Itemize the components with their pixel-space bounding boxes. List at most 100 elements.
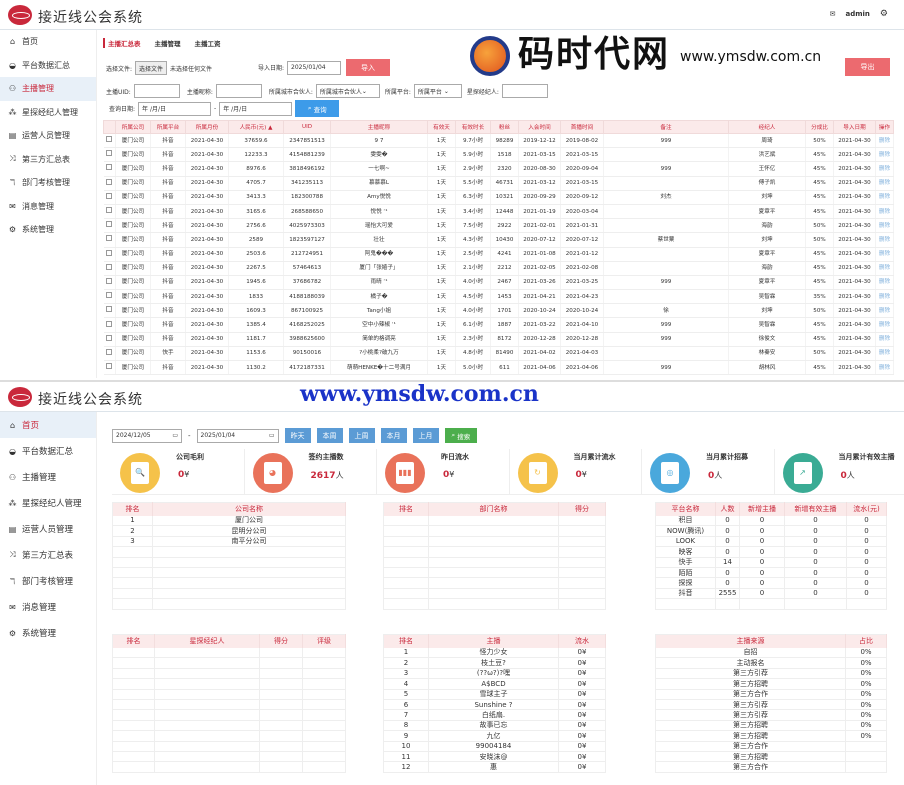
import-button[interactable]: 导入 — [346, 59, 391, 76]
row-checkbox[interactable] — [106, 363, 113, 370]
this-month-button[interactable]: 本月 — [380, 428, 407, 443]
sidebar-item[interactable]: ℸ 部门考核管理 — [0, 568, 96, 594]
sidebar-item[interactable]: ⌂ 首页 — [0, 30, 96, 54]
row-checkbox[interactable] — [106, 164, 113, 171]
row-checkbox[interactable] — [106, 292, 113, 299]
row-checkbox[interactable] — [106, 178, 113, 185]
row-checkbox[interactable] — [106, 277, 113, 284]
sidebar-item-label: 主播管理 — [22, 473, 57, 483]
uid-input[interactable] — [133, 84, 180, 98]
table-cell: 0¥ — [558, 699, 606, 711]
last-month-button[interactable]: 上月 — [412, 428, 439, 443]
search-button[interactable]: ⌕ 查询 — [295, 100, 340, 117]
sidebar-item[interactable]: ✉ 消息管理 — [0, 195, 96, 219]
delete-link[interactable]: 删除 — [875, 360, 894, 376]
delete-link[interactable]: 删除 — [875, 176, 894, 191]
query-date-to[interactable]: 年 /月/日 — [219, 101, 293, 116]
sidebar-item[interactable]: ⚙ 系统管理 — [0, 218, 96, 242]
nick-input[interactable] — [215, 84, 262, 98]
table-row — [383, 567, 606, 579]
row-checkbox[interactable] — [106, 249, 113, 256]
tab-anchor-summary[interactable]: 主播汇总表 — [103, 38, 141, 48]
delete-link[interactable]: 删除 — [875, 190, 894, 205]
choose-file-button[interactable]: 选择文件 — [135, 61, 168, 75]
row-checkbox[interactable] — [106, 207, 113, 214]
sidebar-item[interactable]: ⤨ 第三方汇总表 — [0, 148, 96, 172]
delete-link[interactable]: 删除 — [875, 346, 894, 362]
delete-link[interactable]: 删除 — [875, 317, 894, 333]
delete-link[interactable]: 删除 — [875, 161, 894, 177]
agent-input[interactable] — [501, 84, 548, 98]
row-checkbox[interactable] — [106, 235, 113, 242]
date-from-input[interactable]: 2024/12/05 ▭ — [112, 428, 182, 443]
delete-link[interactable]: 删除 — [875, 303, 894, 319]
table-cell: 1130.2 — [228, 360, 284, 376]
table-cell — [112, 678, 155, 690]
mail-icon[interactable]: ✉ — [829, 10, 836, 18]
sidebar-item[interactable]: ℸ 部门考核管理 — [0, 171, 96, 195]
row-checkbox[interactable] — [106, 306, 113, 313]
date-to-input[interactable]: 2025/01/04 ▭ — [196, 428, 279, 443]
table-cell — [259, 647, 303, 659]
table-cell — [428, 536, 559, 548]
table-cell: 雨晴 ʾ¹ — [330, 275, 428, 291]
row-checkbox[interactable] — [106, 192, 113, 199]
delete-link[interactable]: 删除 — [875, 332, 894, 347]
delete-link[interactable]: 删除 — [875, 133, 894, 149]
table-cell — [154, 668, 260, 680]
table-cell: 1天 — [427, 247, 456, 262]
row-checkbox[interactable] — [106, 348, 113, 355]
delete-link[interactable]: 删除 — [875, 289, 894, 305]
import-date-input[interactable]: 2025/01/04 — [287, 60, 342, 75]
platform-select[interactable]: 所属平台 ⌄ — [413, 84, 462, 98]
sidebar-item[interactable]: ◒ 平台数据汇总 — [0, 54, 96, 78]
stat-number: 0 — [575, 470, 582, 480]
row-checkbox[interactable] — [106, 334, 113, 341]
table-row: 第三方合作 0% — [655, 689, 887, 700]
sidebar-item[interactable]: ⌂ 首页 — [0, 412, 96, 438]
sidebar-item[interactable]: ✉ 消息管理 — [0, 594, 96, 620]
sidebar-item[interactable]: ◒ 平台数据汇总 — [0, 438, 96, 464]
sidebar-item[interactable]: ▤ 运营人员管理 — [0, 516, 96, 542]
delete-link[interactable]: 删除 — [875, 261, 894, 276]
yesterday-button[interactable]: 昨天 — [284, 428, 311, 443]
search-button[interactable]: ⌕ 搜索 — [444, 428, 478, 443]
this-week-button[interactable]: 本周 — [316, 428, 343, 443]
delete-link[interactable]: 删除 — [875, 147, 894, 163]
export-button[interactable]: 导出 — [845, 58, 890, 76]
table-row: 2 枝土豆? 0¥ — [383, 657, 606, 669]
partner-select[interactable]: 所属城市合伙人 ⌄ — [315, 84, 380, 98]
delete-link[interactable]: 删除 — [875, 218, 894, 234]
query-date-from[interactable]: 年 /月/日 — [138, 101, 212, 116]
last-week-button[interactable]: 上周 — [348, 428, 375, 443]
table-cell: 2021-04-30 — [833, 275, 876, 291]
row-checkbox[interactable] — [106, 136, 113, 143]
sidebar-item[interactable]: ▤ 运营人员管理 — [0, 124, 96, 148]
tab-anchor-salary[interactable]: 主播工资 — [194, 40, 221, 48]
sidebar-item[interactable]: ⁂ 星探经纪人管理 — [0, 101, 96, 125]
app-title: 接近线公会系统 — [38, 392, 143, 408]
sidebar-item[interactable]: ⚇ 主播管理 — [0, 464, 96, 490]
table-cell — [428, 567, 559, 579]
table-cell: 九亿 — [428, 730, 559, 742]
column-header[interactable]: 人民币(元) ▲ — [228, 120, 284, 134]
sidebar-item[interactable]: ⁂ 星探经纪人管理 — [0, 490, 96, 516]
row-checkbox[interactable] — [106, 150, 113, 157]
delete-link[interactable]: 删除 — [875, 204, 894, 220]
gear-icon[interactable]: ⚙ — [879, 9, 888, 19]
table-cell — [655, 598, 716, 610]
sidebar-item[interactable]: ⚇ 主播管理 — [0, 77, 96, 101]
row-checkbox[interactable] — [106, 263, 113, 270]
delete-link[interactable]: 删除 — [875, 232, 894, 248]
sidebar-item[interactable]: ⚙ 系统管理 — [0, 620, 96, 646]
delete-link[interactable]: 删除 — [875, 275, 894, 291]
sidebar-item[interactable]: ⤨ 第三方汇总表 — [0, 542, 96, 568]
user-name[interactable]: admin — [845, 10, 870, 18]
row-checkbox[interactable] — [106, 320, 113, 327]
row-checkbox[interactable] — [106, 221, 113, 228]
table-cell: 3.4小时 — [455, 204, 491, 220]
table-row: 厦门公司 抖音 2021-04-30 12233.3 4154881239 雯雯� 1天 5.… — [103, 147, 894, 163]
table-cell: 999 — [603, 161, 729, 177]
delete-link[interactable]: 删除 — [875, 247, 894, 262]
tab-anchor-manage[interactable]: 主播管理 — [154, 40, 181, 48]
